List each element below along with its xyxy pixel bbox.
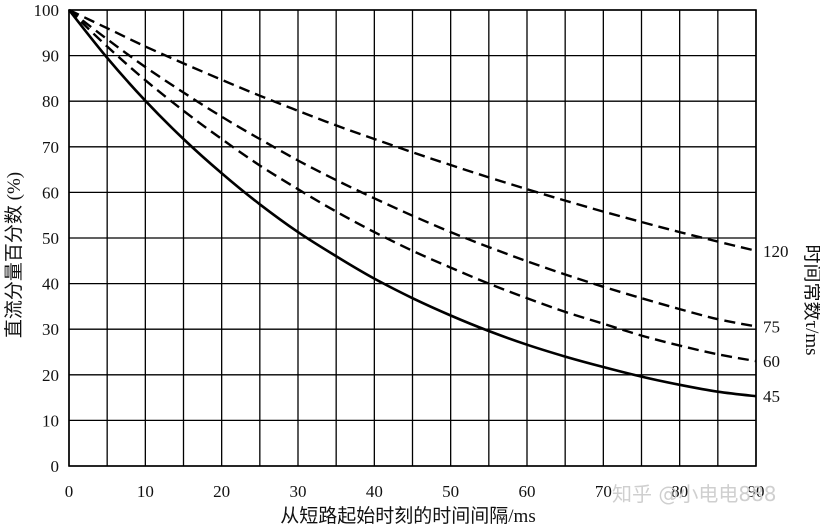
x-tick-label: 90 [748, 482, 765, 501]
y-axis-label: 直流分量百分数 (%) [3, 172, 25, 338]
x-tick-label: 10 [137, 482, 154, 501]
series-line-60 [68, 9, 757, 363]
y-tick-label: 50 [42, 229, 59, 248]
y-tick-labels: 0 10 20 30 40 50 60 70 80 90 100 [34, 1, 60, 476]
series-labels: 120 75 60 45 [763, 242, 789, 406]
x-tick-label: 60 [519, 482, 536, 501]
y-tick-label: 80 [42, 92, 59, 111]
y-tick-label: 70 [42, 138, 59, 157]
y-tick-label: 40 [42, 275, 59, 294]
y-tick-label: 30 [42, 320, 59, 339]
series-label-120: 120 [763, 242, 789, 261]
x-tick-label: 80 [671, 482, 688, 501]
series-line-120 [68, 8, 757, 252]
y-tick-label: 0 [51, 457, 60, 476]
x-tick-labels: 0 10 20 30 40 50 60 70 80 90 [65, 482, 765, 501]
grid [68, 9, 757, 467]
plot-frame [68, 9, 757, 467]
x-tick-label: 0 [65, 482, 74, 501]
series-label-75: 75 [763, 317, 780, 336]
x-axis-label: 从短路起始时刻的时间间隔/ms [280, 505, 535, 527]
x-tick-label: 50 [442, 482, 459, 501]
series-label-60: 60 [763, 352, 780, 371]
y-tick-label: 100 [34, 1, 60, 20]
y-tick-label: 10 [42, 411, 59, 430]
x-tick-label: 40 [366, 482, 383, 501]
series-line-75 [68, 9, 757, 328]
y-tick-label: 20 [42, 366, 59, 385]
y-tick-label: 90 [42, 47, 59, 66]
x-tick-label: 30 [290, 482, 307, 501]
watermark-text: 知乎 @小电电888 [612, 482, 777, 506]
series-label-45: 45 [763, 387, 780, 406]
y-tick-label: 60 [42, 183, 59, 202]
x-tick-label: 70 [595, 482, 612, 501]
right-axis-label: 时间常数τ/ms [801, 244, 820, 355]
x-tick-label: 20 [213, 482, 230, 501]
series-line-45 [67, 9, 757, 398]
series-lines [67, 8, 757, 398]
